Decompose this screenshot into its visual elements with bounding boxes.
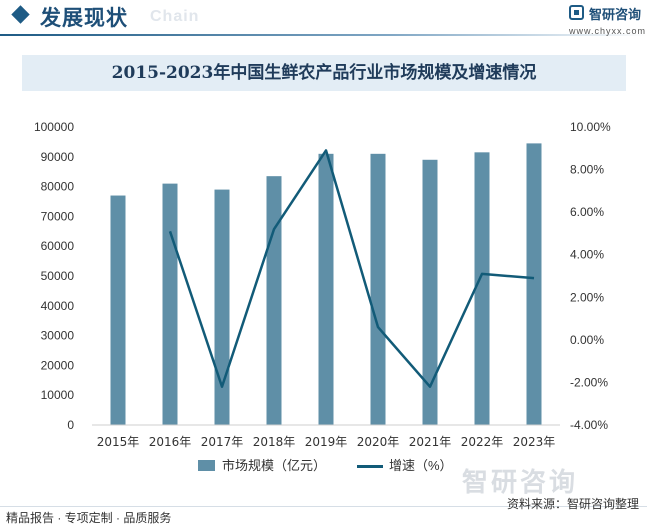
left-tick-label: 40000: [41, 299, 75, 313]
left-tick-label: 0: [67, 418, 74, 432]
line-series: [168, 149, 535, 388]
right-tick-label: -2.00%: [570, 375, 608, 389]
x-tick-label: 2015年: [97, 435, 140, 449]
left-tick-label: 100000: [34, 120, 74, 134]
x-tick-label: 2023年: [513, 435, 556, 449]
x-tick-label: 2016年: [149, 435, 192, 449]
legend-bar-swatch: [198, 460, 215, 471]
section-header: 发展现状 Chain 智研咨询 www.chyxx.com: [0, 0, 647, 44]
x-tick-label: 2018年: [253, 435, 296, 449]
left-tick-label: 30000: [41, 329, 75, 343]
x-tick-label: 2022年: [461, 435, 504, 449]
left-tick-label: 90000: [41, 150, 75, 164]
legend-label-growth-rate: 增速（%）: [389, 458, 453, 473]
bar-series: [110, 143, 542, 425]
chart-title-band: 2015-2023年中国生鲜农产品行业市场规模及增速情况: [22, 55, 626, 91]
bar: [110, 195, 126, 425]
x-axis: 2015年 2016年 2017年 2018年 2019年 2020年 2021年 2022年…: [92, 424, 560, 449]
right-tick-label: 0.00%: [570, 333, 604, 347]
logo-name: 智研咨询: [589, 8, 642, 23]
legend-label-market-size: 市场规模（亿元）: [222, 458, 327, 473]
header-divider: [0, 34, 647, 36]
legend-line-swatch: [357, 465, 383, 468]
logo-url: www.chyxx.com: [569, 26, 647, 36]
left-tick-label: 50000: [41, 269, 75, 283]
bar: [474, 152, 490, 425]
bar: [370, 153, 386, 425]
right-tick-label: 10.00%: [570, 120, 611, 134]
x-tick-label: 2017年: [201, 435, 244, 449]
right-tick-label: 2.00%: [570, 290, 604, 304]
left-tick-label: 60000: [41, 239, 75, 253]
right-axis: -4.00% -2.00% 0.00% 2.00% 4.00% 6.00% 8.00% 10.…: [570, 120, 611, 432]
watermark-brand: 智研咨询: [462, 468, 579, 498]
left-tick-label: 10000: [41, 388, 75, 402]
right-tick-label: 8.00%: [570, 163, 604, 177]
bar: [318, 153, 334, 425]
x-tick-label: 2020年: [357, 435, 400, 449]
left-tick-label: 20000: [41, 358, 75, 372]
x-tick-label: 2021年: [409, 435, 452, 449]
right-tick-label: 4.00%: [570, 248, 604, 262]
right-tick-label: -4.00%: [570, 418, 608, 432]
footer-divider: [0, 506, 647, 507]
bar: [526, 143, 542, 425]
right-tick-label: 6.00%: [570, 205, 604, 219]
data-source: 资料来源：智研咨询整理: [506, 497, 639, 511]
footer-tagline: 精品报告 · 专项定制 · 品质服务: [6, 511, 172, 525]
x-tick-label: 2019年: [305, 435, 348, 449]
logo-mark-icon: [569, 5, 584, 20]
footer: 精品报告 · 专项定制 · 品质服务 资料来源：智研咨询整理: [0, 495, 647, 525]
legend: 市场规模（亿元） 增速（%）: [0, 457, 647, 475]
section-title: 发展现状: [40, 6, 128, 30]
left-tick-label: 70000: [41, 209, 75, 223]
header-ghost-text: Chain: [150, 8, 200, 25]
left-tick-label: 80000: [41, 180, 75, 194]
left-axis: 0 10000 20000 30000 40000 50000 60000 70000 8000…: [34, 120, 74, 432]
chart-title: 2015-2023年中国生鲜农产品行业市场规模及增速情况: [111, 63, 537, 83]
bar: [266, 176, 282, 425]
bar: [214, 189, 230, 425]
bar: [422, 159, 438, 425]
bar: [162, 183, 178, 425]
growth-line: [168, 149, 535, 388]
